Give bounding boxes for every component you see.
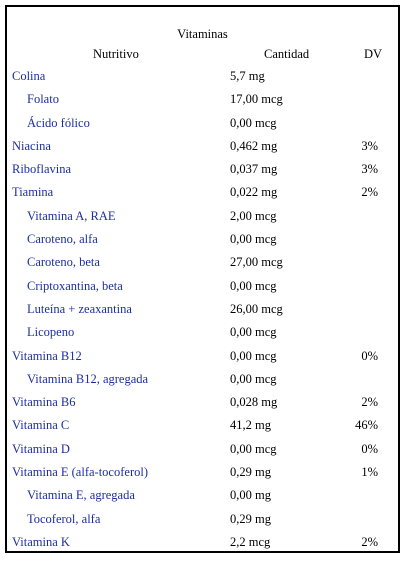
table-row: Vitamina K 2,2 mcg 2% [7,531,398,554]
table-row: Ácido fólico 0,00 mcg [7,112,398,135]
nutrient-amount: 5,7 mg [230,69,265,83]
nutrient-name-link[interactable]: Vitamina A, RAE [27,208,116,223]
nutrient-table-body: Colina 5,7 mg Folato 17,00 mcg Ácido fólico 0… [7,65,398,554]
nutrient-name-link[interactable]: Caroteno, beta [27,255,100,270]
nutrient-name-link[interactable]: Caroteno, alfa [27,232,98,247]
nutrient-name-link[interactable]: Tocoferol, alfa [27,511,101,526]
nutrient-amount: 0,00 mcg [230,115,277,130]
column-header-dv: DV [364,47,383,61]
nutrient-name-link[interactable]: Colina [12,69,46,83]
nutrient-amount: 0,00 mcg [230,325,277,340]
nutrient-daily-value: 3% [361,138,378,153]
nutrient-amount: 27,00 mcg [230,255,283,270]
nutrient-name-link[interactable]: Niacina [12,138,51,153]
table-row: Vitamina B6 0,028 mg 2% [7,391,398,414]
nutrient-amount: 0,00 mcg [230,371,277,386]
nutrient-amount: 41,2 mg [230,418,271,433]
nutrient-name-link[interactable]: Riboflavina [12,162,72,177]
nutrient-name-link[interactable]: Vitamina E (alfa-tocoferol) [12,465,148,480]
table-row: Licopeno 0,00 mcg [7,321,398,344]
nutrient-name-link[interactable]: Vitamina C [12,418,70,433]
table-row: Riboflavina 0,037 mg 3% [7,158,398,181]
table-row: Niacina 0,462 mg 3% [7,135,398,158]
table-row: Vitamina E (alfa-tocoferol) 0,29 mg 1% [7,461,398,484]
nutrient-daily-value: 0% [361,441,378,456]
table-row: Vitamina E, agregada 0,00 mg [7,484,398,507]
column-header-nutrient: Nutritivo [93,47,139,61]
nutrient-amount: 0,00 mcg [230,278,277,293]
nutrient-amount: 2,00 mcg [230,208,277,223]
table-row: Colina 5,7 mg [7,65,398,88]
nutrient-daily-value: 2% [361,395,378,410]
table-row: Luteína + zeaxantina 26,00 mcg [7,298,398,321]
nutrient-amount: 26,00 mcg [230,301,283,316]
nutrient-amount: 2,2 mcg [230,534,271,549]
table-row: Caroteno, beta 27,00 mcg [7,251,398,274]
nutrient-amount: 0,028 mg [230,395,278,410]
nutrient-daily-value: 2% [361,185,378,200]
nutrient-name-link[interactable]: Criptoxantina, beta [27,278,123,293]
nutrient-amount: 0,00 mcg [230,441,277,456]
nutrient-name-link[interactable]: Vitamina E, agregada [27,488,135,503]
table-row: Vitamina B12 0,00 mcg 0% [7,345,398,368]
nutrient-name-link[interactable]: Vitamina D [12,441,70,456]
table-row: Tocoferol, alfa 0,29 mg [7,508,398,531]
nutrient-amount: 17,00 mcg [230,92,283,107]
table-row: Tiamina 0,022 mg 2% [7,181,398,204]
nutrient-amount: 0,00 mg [230,488,271,503]
table-title: Vitaminas [177,27,228,41]
nutrient-amount: 0,29 mg [230,465,271,480]
nutrient-daily-value: 46% [355,418,378,433]
nutrient-name-link[interactable]: Folato [27,92,59,107]
nutrient-name-link[interactable]: Ácido fólico [27,115,90,130]
nutrient-name-link[interactable]: Vitamina B12, agregada [27,371,149,386]
table-row: Folato 17,00 mcg [7,88,398,111]
table-row: Vitamina C 41,2 mg 46% [7,414,398,437]
nutrient-daily-value: 2% [361,534,378,549]
table-row: Vitamina B12, agregada 0,00 mcg [7,368,398,391]
table-row: Caroteno, alfa 0,00 mcg [7,228,398,251]
nutrient-name-link[interactable]: Tiamina [12,185,54,200]
nutrient-amount: 0,00 mcg [230,348,277,363]
table-row: Criptoxantina, beta 0,00 mcg [7,275,398,298]
nutrient-amount: 0,037 mg [230,162,278,177]
column-header-amount: Cantidad [264,47,310,61]
table-row: Vitamina A, RAE 2,00 mcg [7,205,398,228]
nutrient-amount: 0,462 mg [230,138,278,153]
nutrient-amount: 0,022 mg [230,185,278,200]
nutrient-daily-value: 3% [361,162,378,177]
nutrient-amount: 0,29 mg [230,511,271,526]
nutrient-amount: 0,00 mcg [230,232,277,247]
nutrient-daily-value: 0% [361,348,378,363]
vitamins-panel: Vitaminas Nutritivo Cantidad DV Colina 5,… [5,5,400,553]
nutrient-name-link[interactable]: Vitamina B12 [12,348,82,363]
nutrient-name-link[interactable]: Luteína + zeaxantina [27,301,132,316]
nutrient-name-link[interactable]: Vitamina B6 [12,395,76,410]
nutrient-name-link[interactable]: Licopeno [27,325,75,340]
nutrient-name-link[interactable]: Vitamina K [12,534,70,549]
table-row: Vitamina D 0,00 mcg 0% [7,438,398,461]
nutrient-daily-value: 1% [361,465,378,480]
